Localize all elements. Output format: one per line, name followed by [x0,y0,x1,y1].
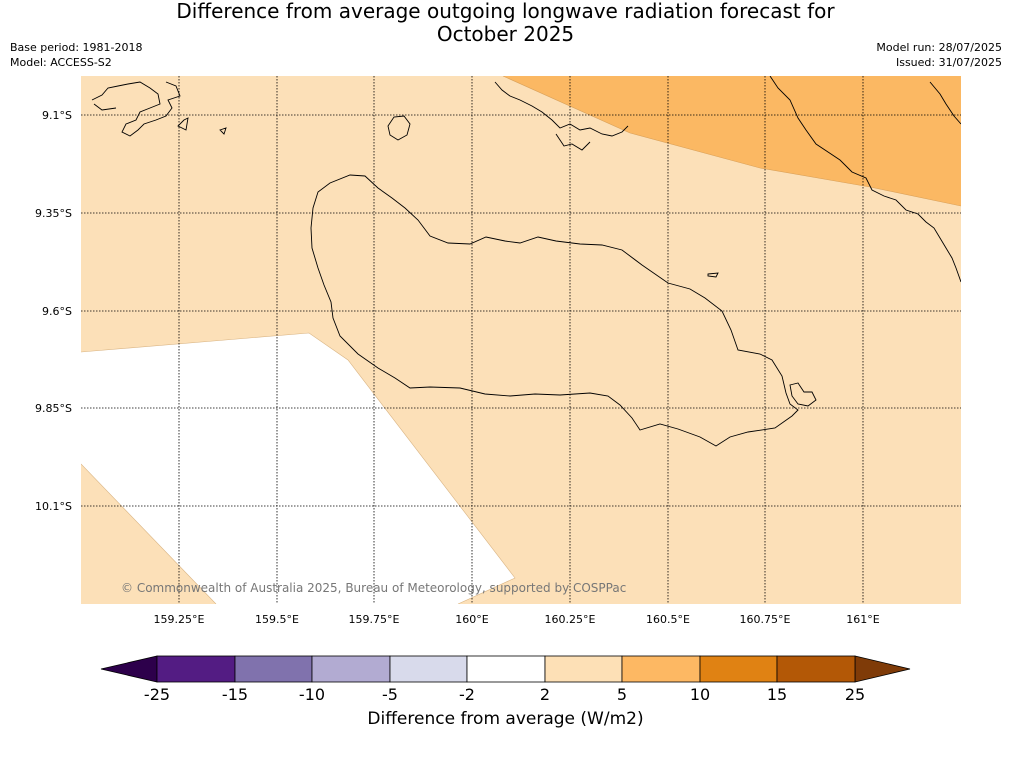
colorbar-swatch [156,655,236,683]
colorbar-tick: -15 [222,685,248,704]
colorbar-under-arrow [100,655,158,683]
lon-label: 161°E [846,613,879,626]
colorbar: -25 -15 -10 -5 -2 2 5 10 15 25 [100,655,911,704]
colorbar-tick: -25 [144,685,170,704]
colorbar-swatch [621,655,701,683]
colorbar-swatch [311,655,391,683]
anomaly-region-5-to-10 [503,76,961,206]
lon-label: 160.5°E [646,613,690,626]
colorbar-tick: 2 [540,685,550,704]
colorbar-tick: -10 [299,685,325,704]
gridlines [81,76,961,604]
lat-label: 9.1°S [42,109,72,122]
colorbar-label: Difference from average (W/m2) [367,709,644,729]
colorbar-ticks: -25 -15 -10 -5 -2 2 5 10 15 25 [144,685,865,704]
lat-label: 9.6°S [42,305,72,318]
lon-label: 159.75°E [349,613,400,626]
chart-title: Difference from average outgoing longwav… [0,0,1011,46]
colorbar-swatch [389,655,468,683]
colorbar-boxes [156,655,856,683]
colorbar-tick: 10 [690,685,710,704]
colorbar-tick: 25 [845,685,865,704]
lat-label: 9.85°S [35,402,72,415]
lon-label: 159.5°E [255,613,299,626]
model-text: Model: ACCESS-S2 [10,56,112,69]
lon-label: 160.25°E [545,613,596,626]
colorbar-tick: 5 [617,685,627,704]
colorbar-tick: -5 [382,685,398,704]
map-panel: © Commonwealth of Australia 2025, Bureau… [81,76,961,604]
coastline-malaita [769,76,961,283]
coastline-nggela-islets [494,81,629,151]
colorbar-tick: 15 [767,685,787,704]
lat-label: 9.35°S [35,207,72,220]
meta-right: Model run: 28/07/2025 Issued: 31/07/2025 [876,40,1002,70]
coastline-islet-se [789,382,817,407]
colorbar-tick: -2 [459,685,475,704]
issued-text: Issued: 31/07/2025 [895,56,1002,69]
coastline-guadalcanal [310,174,799,447]
lat-labels: 9.1°S 9.35°S 9.6°S 9.85°S 10.1°S [35,109,72,513]
lon-label: 160.75°E [740,613,791,626]
coastline-island-small [387,115,411,141]
model-run-text: Model run: 28/07/2025 [876,41,1002,54]
lon-labels: 159.25°E 159.5°E 159.75°E 160°E 160.25°E… [154,613,880,626]
credit-text: © Commonwealth of Australia 2025, Bureau… [121,581,626,595]
title-line-2: October 2025 [436,22,575,46]
colorbar-swatch [544,655,623,683]
colorbar-swatch [234,655,313,683]
lat-label: 10.1°S [35,500,72,513]
lon-label: 160°E [455,613,488,626]
coastline-islet-east [707,272,719,278]
base-period-text: Base period: 1981-2018 [10,41,143,54]
coastline-florida-islands [91,81,227,137]
lon-label: 159.25°E [154,613,205,626]
colorbar-swatch [466,655,546,683]
anomaly-region-near-zero [81,333,515,604]
colorbar-swatch [776,655,856,683]
coastlines [91,76,961,447]
title-line-1: Difference from average outgoing longwav… [176,0,835,23]
colorbar-over-arrow [854,655,911,683]
colorbar-swatch [699,655,778,683]
meta-left: Base period: 1981-2018 Model: ACCESS-S2 [10,40,142,70]
